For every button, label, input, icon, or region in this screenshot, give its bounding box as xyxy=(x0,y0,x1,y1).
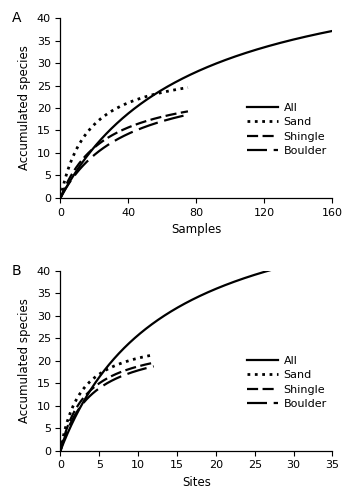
Y-axis label: Accumulated species: Accumulated species xyxy=(18,46,31,170)
Legend: All, Sand, Shingle, Boulder: All, Sand, Shingle, Boulder xyxy=(247,103,327,156)
Y-axis label: Accumulated species: Accumulated species xyxy=(18,298,31,423)
Text: A: A xyxy=(12,11,21,25)
X-axis label: Sites: Sites xyxy=(182,476,211,489)
Text: B: B xyxy=(12,264,21,278)
Legend: All, Sand, Shingle, Boulder: All, Sand, Shingle, Boulder xyxy=(247,356,327,409)
X-axis label: Samples: Samples xyxy=(171,223,222,236)
